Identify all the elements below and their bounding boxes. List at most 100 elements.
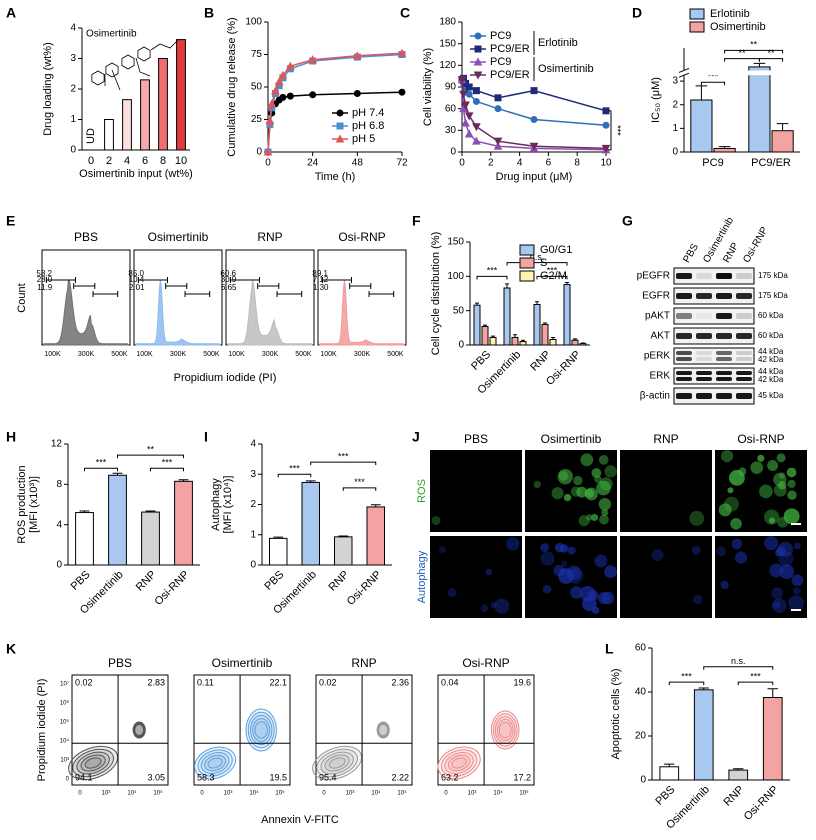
marker [472,97,480,105]
panel-letter: H [6,429,16,445]
marker [285,61,295,70]
x-tick-label: 500K [295,351,312,358]
x-tick-label: 10⁵ [275,790,285,797]
y-tick-label: 150 [439,38,456,49]
cell [566,565,582,581]
error-bar [581,342,585,344]
cell [580,453,594,467]
plot-frame [193,674,291,786]
y-tick-label: 150 [447,237,464,248]
bar [713,147,736,153]
blot-band [676,377,692,381]
significance-label: ** [738,48,746,58]
bar [748,66,771,153]
cell [540,551,555,566]
gate [92,291,119,297]
marker [309,91,317,99]
lane-label: Osi-RNP [741,225,770,265]
x-tick-label: 0 [88,155,94,167]
x-tick-label: 72 [396,158,408,169]
x-tick-label: 10⁴ [371,790,381,797]
x-tick-label: 300K [78,351,95,358]
error-bar [475,302,479,306]
blot-band [736,377,752,381]
bar [693,689,714,781]
cell [651,549,664,562]
y-tick-label: 10⁶ [60,700,70,707]
x-tick-label: PC9/ER [751,157,791,169]
x-tick-label: 10⁴ [493,790,503,797]
contour [254,721,268,739]
blot-strip [673,327,755,345]
gate [349,283,372,289]
blot-band [696,377,712,381]
contour [68,745,119,781]
contour [207,757,223,769]
error-bar [718,146,731,149]
y-tick-label: 2 [70,84,76,95]
cell [594,554,608,568]
error-bar [573,338,577,341]
blot-band [676,313,692,319]
x-tick-label: RNP [134,569,159,594]
cell [594,475,602,484]
cell [573,475,583,486]
panel-letter: A [6,5,16,21]
bar [541,323,549,346]
significance-bracket [277,473,312,478]
x-tick-label: PBS [469,349,493,373]
y-tick-label: 60 [445,103,457,114]
blot-band [716,313,732,319]
cell [723,496,739,512]
panel-letter: K [6,641,16,657]
plot-title: RNP [351,656,376,670]
quadrant-label: 63.2 [441,772,459,782]
blot-band [676,393,692,399]
marker [530,87,538,95]
y-axis-label: ROS production [16,465,28,543]
error-bar [535,301,539,305]
contour [378,723,389,737]
y-tick-label: 2 [672,99,678,110]
cell [730,517,742,530]
cell [691,545,701,555]
significance-label: *** [750,671,761,681]
contour [328,757,346,769]
blot-band [716,371,732,375]
blot-band [676,293,692,299]
marker [353,90,361,97]
marker [493,141,503,150]
x-tick-label: 10³ [224,791,233,797]
bar [549,339,557,346]
x-tick-label: PBS [262,569,286,593]
quadrant-label: 2.22 [391,772,409,782]
x-axis-label: Drug input (μM) [496,171,573,183]
cell [764,509,780,525]
significance-label: n.s. [530,252,545,262]
blot-strip [673,287,755,305]
x-axis-label: Osimertinib input (wt%) [79,168,193,180]
y-tick-label: 0 [458,340,464,351]
contour [320,751,354,775]
gate-label: 1.30 [313,283,329,292]
y-tick-label: 10⁷ [60,681,69,688]
marker [530,116,538,123]
x-tick-label: 0 [265,158,271,169]
significance-bracket [700,81,726,86]
cell [561,560,568,568]
significance-label: *** [289,464,300,474]
quadrant-label: 95.4 [319,772,337,782]
significance-label: *** [708,72,719,82]
blot-strip [673,267,755,285]
significance-label: ** [147,444,155,454]
marker [461,101,470,110]
quadrant-label: 22.1 [269,677,287,687]
error-bar [521,339,525,342]
y-tick-label: 120 [439,60,456,71]
x-tick-label: 300K [262,351,279,358]
marker [473,71,483,80]
x-tick-label: PC9 [702,157,723,169]
legend-swatch [519,270,535,282]
x-tick-label: 24 [307,158,319,169]
bar [108,474,127,566]
